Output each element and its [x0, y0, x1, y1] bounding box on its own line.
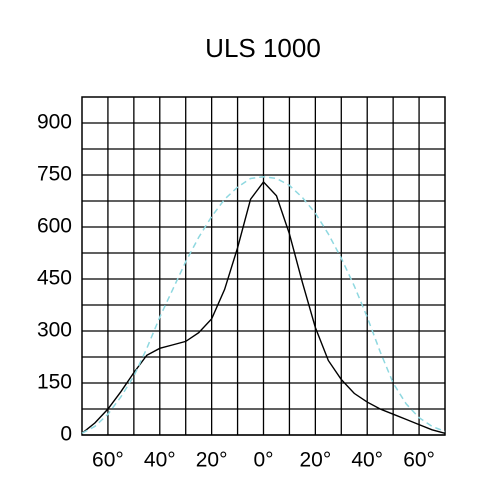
- series-line: [81, 175, 446, 434]
- series-line: [81, 180, 446, 434]
- y-tick-label: 900: [37, 111, 72, 134]
- x-tick-label: 40°: [144, 449, 176, 472]
- x-tick-label: 60°: [403, 449, 435, 472]
- x-tick-label: 20°: [299, 449, 331, 472]
- y-tick-label: 450: [37, 267, 72, 290]
- y-tick-label: 750: [37, 163, 72, 186]
- y-tick-label: 0: [60, 423, 72, 446]
- x-tick-label: 60°: [92, 449, 124, 472]
- plot-frame: [81, 96, 446, 436]
- x-tick-label: 20°: [196, 449, 228, 472]
- chart-title: ULS 1000: [205, 33, 321, 63]
- x-tick-label: 40°: [351, 449, 383, 472]
- x-tick-label: 0°: [253, 449, 273, 472]
- y-tick-label: 150: [37, 371, 72, 394]
- y-tick-label: 600: [37, 215, 72, 238]
- y-tick-label: 300: [37, 319, 72, 342]
